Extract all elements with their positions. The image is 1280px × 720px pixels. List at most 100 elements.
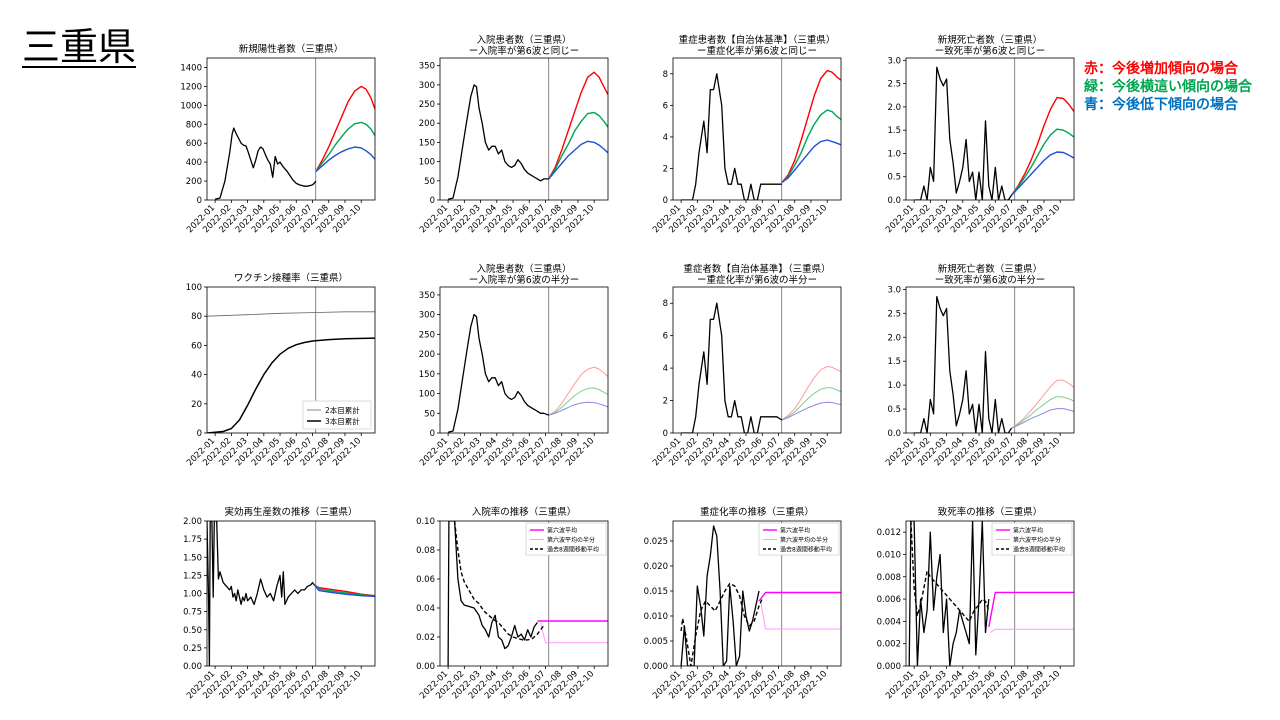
y-tick-label: 2 — [663, 397, 668, 407]
scenario-line-decrease — [781, 139, 841, 184]
y-tick-label: 200 — [186, 177, 202, 187]
plot-frame — [672, 57, 842, 201]
legend-label-dose3: 3本目累計 — [325, 416, 360, 426]
y-tick-label: 1.00 — [183, 590, 202, 600]
y-tick-label: 0.010 — [877, 550, 901, 560]
legend-wave6-half-label: 第六波平均の半分 — [1013, 536, 1061, 544]
y-tick-label: 50 — [424, 177, 435, 187]
chart-severe_rate: 重症化率の推移（三重県） 0.000 0.005 0.010 0.015 0.020 0.0… — [644, 506, 842, 701]
chart-title: 新規死亡者数（三重県） — [938, 34, 1043, 46]
series-actual — [680, 525, 760, 666]
series-actual — [908, 521, 990, 666]
y-tick-label: 150 — [419, 370, 435, 380]
y-tick-label: 200 — [419, 350, 435, 360]
legend-moving-avg-label: 過去8週間移動平均 — [547, 546, 599, 554]
series-actual — [207, 521, 315, 666]
scenario-legend-flat: 緑：今後横這い傾向の場合 — [1084, 79, 1252, 95]
scenario-line-decrease — [548, 401, 608, 416]
legend-label-dose2: 2本目累計 — [325, 405, 360, 415]
plot-area — [447, 521, 608, 666]
chart-deaths_same: 新規死亡者数（三重県）ー致死率が第6波と同じー 0.0 0.5 1.0 1.5 2.0 2.… — [884, 34, 1075, 235]
chart-title: ワクチン接種率（三重県） — [234, 272, 348, 284]
chart-vaccine: ワクチン接種率（三重県）0204060801002022-012022-0220… — [185, 272, 376, 468]
scenario-line-flat — [1011, 396, 1074, 429]
plot-frame — [206, 286, 376, 434]
y-tick-label: 250 — [419, 330, 435, 340]
chart-hosp_same: 入院患者数（三重県）ー入院率が第6波と同じー 0 50 100 150 200 250 300… — [418, 34, 609, 235]
series-actual — [447, 313, 550, 433]
chart-hosp_half: 入院患者数（三重県）ー入院率が第6波の半分ー 0 50 100 150 200 250 300… — [418, 263, 609, 468]
y-tick-label: 0.00 — [416, 662, 435, 672]
page-title: 三重県 — [22, 25, 137, 69]
scenario-line-decrease — [1011, 408, 1074, 429]
chart-title: 新規陽性者数（三重県） — [239, 43, 344, 55]
y-tick-label: 0.020 — [644, 562, 668, 572]
series-wave6-avg — [758, 591, 841, 602]
y-tick-label: 2 — [663, 164, 668, 174]
plot-area — [914, 287, 1074, 433]
legend-moving-avg-label: 過去8週間移動平均 — [1013, 546, 1065, 554]
y-tick-label: 0 — [663, 429, 668, 439]
y-tick-label: 100 — [419, 158, 435, 168]
y-tick-label: 0.004 — [877, 617, 901, 627]
y-tick-label: 3.0 — [887, 56, 901, 66]
plot-area — [214, 58, 375, 200]
y-tick-label: 0.75 — [183, 608, 202, 618]
y-tick-label: 0.25 — [183, 644, 202, 654]
plot-frame — [439, 520, 609, 667]
series-actual — [214, 127, 317, 200]
scenario-line-increase — [1011, 379, 1074, 429]
scenario-line-increase — [781, 69, 841, 184]
y-tick-label: 0.0 — [887, 196, 901, 206]
plot-area — [681, 58, 841, 200]
chart-title: 重症者数【自治体基準】（三重県） — [683, 263, 830, 275]
y-tick-label: 0.000 — [644, 662, 668, 672]
chart-death_rate: 致死率の推移（三重県） 0.000 0.002 0.004 0.006 0.008 0.01… — [877, 506, 1075, 701]
plot-frame — [439, 286, 609, 434]
chart-subtitle: ー致死率が第6波と同じー — [935, 45, 1046, 57]
chart-title: 致死率の推移（三重県） — [938, 506, 1043, 518]
y-tick-label: 0 — [663, 196, 668, 206]
plot-area — [914, 58, 1074, 200]
plot-frame — [905, 57, 1075, 201]
y-tick-label: 1.5 — [887, 126, 901, 136]
y-tick-label: 0.02 — [416, 633, 435, 643]
scenario-line-decrease — [315, 146, 375, 173]
y-tick-label: 300 — [419, 311, 435, 321]
y-tick-label: 50 — [424, 409, 435, 419]
y-tick-label: 0.025 — [644, 537, 668, 547]
plot-area — [447, 58, 608, 200]
y-tick-label: 80 — [191, 312, 202, 322]
plot-frame — [672, 520, 842, 667]
y-tick-label: 3.0 — [887, 285, 901, 295]
y-tick-label: 6 — [663, 101, 668, 111]
legend-box — [302, 400, 372, 430]
y-tick-label: 350 — [419, 291, 435, 301]
y-tick-label: 0 — [430, 429, 435, 439]
y-tick-label: 1200 — [180, 82, 202, 92]
series-wave6-half — [540, 622, 608, 644]
scenario-line-flat — [315, 121, 375, 173]
plot-frame — [905, 286, 1075, 434]
legend-wave6-half-label: 第六波平均の半分 — [780, 536, 828, 544]
series-moving-avg — [910, 521, 990, 623]
chart-severe_half: 重症者数【自治体基準】（三重県）ー重症化率が第6波の半分ー024682022-0… — [651, 263, 842, 468]
y-tick-label: 0.008 — [877, 573, 901, 583]
scenario-line-flat — [1010, 128, 1074, 196]
chart-title: 入院患者数（三重県） — [476, 263, 571, 275]
y-tick-label: 1.0 — [887, 149, 901, 159]
series-actual — [681, 302, 783, 433]
y-tick-label: 100 — [186, 283, 202, 293]
legend-wave6-half-label: 第六波平均の半分 — [547, 536, 595, 544]
y-tick-label: 2.5 — [887, 309, 901, 319]
scenario-line-increase — [781, 366, 841, 421]
series-actual — [447, 521, 538, 666]
series-wave6-half — [760, 600, 841, 630]
y-tick-label: 4 — [663, 133, 668, 143]
y-tick-label: 0.5 — [887, 405, 901, 415]
series-moving-avg — [453, 521, 545, 641]
y-tick-label: 20 — [191, 400, 202, 410]
y-tick-label: 250 — [419, 100, 435, 110]
scenario-line-flat — [548, 387, 608, 416]
